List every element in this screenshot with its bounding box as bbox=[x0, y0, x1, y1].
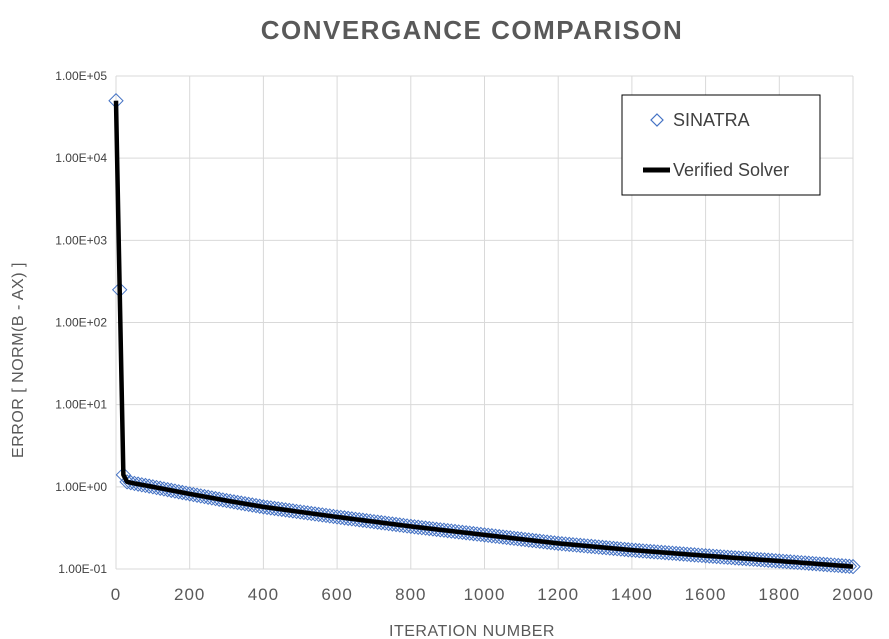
x-tick-label: 1600 bbox=[685, 585, 727, 604]
x-axis-label: ITERATION NUMBER bbox=[389, 623, 555, 639]
x-tick-label: 1400 bbox=[611, 585, 653, 604]
x-tick-label: 1200 bbox=[537, 585, 579, 604]
legend-marker-sinatra bbox=[650, 113, 664, 127]
y-tick-label: 1.00E-01 bbox=[58, 562, 107, 576]
x-tick-label: 600 bbox=[321, 585, 352, 604]
y-tick-labels: 1.00E-01 1.00E+00 1.00E+01 1.00E+02 1.00E+03… bbox=[55, 69, 107, 576]
x-tick-label: 1000 bbox=[464, 585, 506, 604]
x-tick-label: 800 bbox=[395, 585, 426, 604]
series-verified-solver-line bbox=[113, 100, 854, 569]
y-tick-label: 1.00E+01 bbox=[55, 398, 107, 412]
x-tick-labels: 0 200 400 600 800 1000 1200 1400 1600 1800 2000 bbox=[111, 585, 874, 604]
y-tick-label: 1.00E+05 bbox=[55, 69, 107, 83]
chart-title: CONVERGANCE COMPARISON bbox=[261, 15, 684, 45]
sinatra-point bbox=[115, 467, 132, 483]
gridlines bbox=[115, 75, 854, 570]
x-tick-label: 2000 bbox=[832, 585, 874, 604]
x-tick-label: 200 bbox=[174, 585, 205, 604]
x-tick-label: 400 bbox=[248, 585, 279, 604]
legend-label-sinatra: SINATRA bbox=[673, 110, 750, 130]
legend-box bbox=[621, 94, 821, 196]
x-tick-label: 1800 bbox=[758, 585, 800, 604]
y-tick-label: 1.00E+02 bbox=[55, 316, 107, 330]
plot-area bbox=[108, 93, 861, 575]
y-tick-label: 1.00E+00 bbox=[55, 480, 107, 494]
legend: SINATRA Verified Solver bbox=[621, 94, 821, 196]
x-tick-label: 0 bbox=[111, 585, 121, 604]
legend-label-verified-solver: Verified Solver bbox=[673, 160, 789, 180]
y-axis-label: ERROR [ NORM(B - AX) ] bbox=[10, 262, 27, 458]
y-tick-label: 1.00E+03 bbox=[55, 233, 107, 247]
y-tick-label: 1.00E+04 bbox=[55, 151, 107, 165]
